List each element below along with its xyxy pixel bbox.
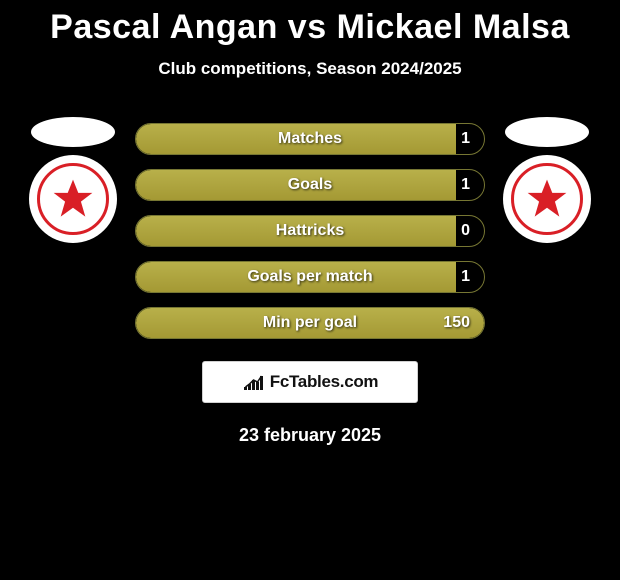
club-badge-left [29,155,117,243]
stats-column: Matches 1 Goals 1 Hattricks 0 Goals per match 1… [135,117,485,339]
player-left-placeholder [31,117,115,147]
club-star-icon [525,177,569,221]
stat-value: 1 [461,176,470,194]
chart-icon [242,372,266,392]
stat-bar: Min per goal 150 [135,307,485,339]
stat-label: Goals per match [247,268,372,286]
stat-bar: Goals per match 1 [135,261,485,293]
player-right-placeholder [505,117,589,147]
stat-value: 1 [461,130,470,148]
snapshot-date: 23 february 2025 [0,425,620,446]
stat-label: Goals [288,176,332,194]
brand-badge: FcTables.com [202,361,418,403]
stat-bar: Hattricks 0 [135,215,485,247]
stat-label: Min per goal [263,314,357,332]
club-badge-right [503,155,591,243]
comparison-row: Matches 1 Goals 1 Hattricks 0 Goals per match 1… [0,117,620,339]
stat-value: 0 [461,222,470,240]
stat-value: 150 [443,314,470,332]
player-left-col [23,117,123,243]
page-title: Pascal Angan vs Mickael Malsa [0,8,620,47]
stat-label: Matches [278,130,342,148]
club-star-icon [51,177,95,221]
stat-label: Hattricks [276,222,344,240]
stat-value: 1 [461,268,470,286]
stat-bar: Matches 1 [135,123,485,155]
brand-text: FcTables.com [270,372,379,392]
subtitle: Club competitions, Season 2024/2025 [0,59,620,79]
player-right-col [497,117,597,243]
stat-bar: Goals 1 [135,169,485,201]
